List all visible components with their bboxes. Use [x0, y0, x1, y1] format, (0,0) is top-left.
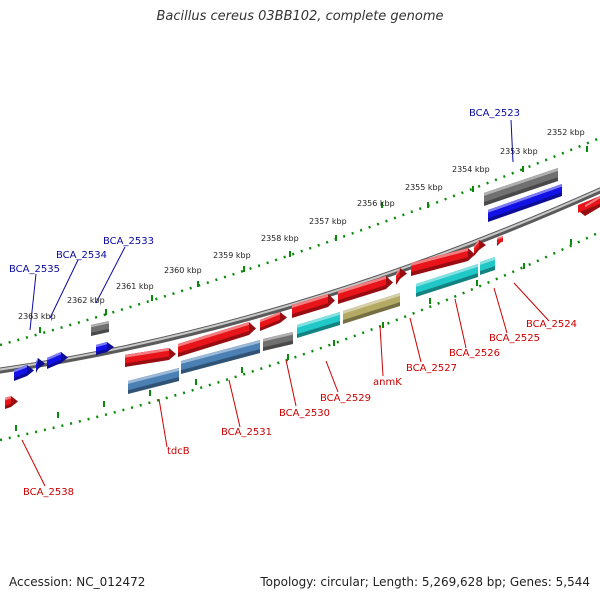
scale-tick-label: 2361 kbp	[116, 282, 154, 291]
gene-label[interactable]: BCA_2524	[526, 319, 577, 330]
gene-feature[interactable]	[497, 236, 503, 246]
gene-feature[interactable]	[297, 312, 340, 338]
label-leader-line	[159, 399, 167, 447]
gene-feature[interactable]	[91, 321, 109, 336]
scale-tick-label: 2359 kbp	[213, 251, 251, 260]
gene-label[interactable]: BCA_2534	[56, 250, 107, 261]
scale-tick-label: 2360 kbp	[164, 266, 202, 275]
scale-tick-label: 2362 kbp	[67, 296, 105, 305]
scale-tick-label: 2358 kbp	[261, 234, 299, 243]
gene-label[interactable]: BCA_2526	[449, 348, 500, 359]
label-leader-line	[30, 274, 36, 330]
label-leader-line	[410, 318, 421, 362]
gene-label[interactable]: BCA_2525	[489, 333, 540, 344]
genome-summary-text: Topology: circular; Length: 5,269,628 bp…	[260, 575, 590, 589]
gene-label[interactable]: BCA_2527	[406, 363, 457, 374]
gene-features	[5, 168, 600, 409]
gene-label[interactable]: BCA_2535	[9, 264, 60, 275]
gene-feature[interactable]	[125, 348, 176, 367]
scale-tick-label: 2352 kbp	[547, 128, 585, 137]
gene-label[interactable]: BCA_2523	[469, 108, 520, 119]
scale-tick-label: 2357 kbp	[309, 217, 347, 226]
gene-feature[interactable]	[263, 332, 293, 351]
gene-label[interactable]: anmK	[373, 377, 402, 388]
label-leader-line	[514, 283, 549, 321]
label-leader-line	[380, 326, 383, 376]
scale-tick-labels: 2352 kbp 2353 kbp 2354 kbp 2355 kbp 2356 kbp…	[18, 128, 585, 321]
label-leader-line	[286, 360, 296, 406]
scale-tick-label: 2363 kbp	[18, 312, 56, 321]
gene-feature[interactable]	[480, 257, 495, 275]
label-leader-line	[494, 288, 507, 333]
gene-feature[interactable]	[5, 396, 18, 409]
label-leader-line	[22, 440, 45, 486]
accession-text: Accession: NC_012472	[9, 575, 145, 589]
scale-tick-label: 2353 kbp	[500, 147, 538, 156]
label-leader-line	[455, 299, 466, 348]
scale-tick-label: 2356 kbp	[357, 199, 395, 208]
gene-label[interactable]: BCA_2538	[23, 487, 74, 498]
gene-label[interactable]: tdcB	[167, 446, 190, 457]
gene-label[interactable]: BCA_2530	[279, 408, 330, 419]
label-leader-line	[326, 361, 338, 392]
scale-tick-label: 2354 kbp	[452, 165, 490, 174]
gene-label[interactable]: BCA_2529	[320, 393, 371, 404]
scale-tick-label: 2355 kbp	[405, 183, 443, 192]
gene-feature[interactable]	[128, 368, 179, 394]
gene-label[interactable]: BCA_2531	[221, 427, 272, 438]
gene-label[interactable]: BCA_2533	[103, 236, 154, 247]
label-leader-line	[229, 380, 240, 427]
